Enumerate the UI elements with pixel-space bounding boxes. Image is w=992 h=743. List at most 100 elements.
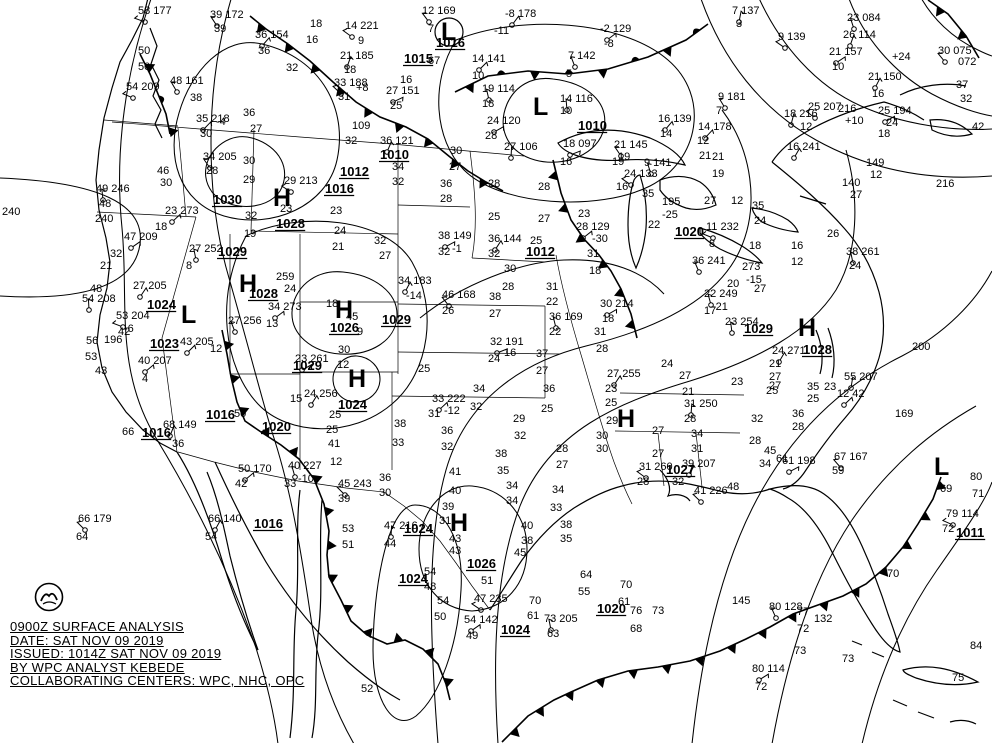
station-plot: 53 204	[116, 310, 150, 322]
station-circle-icon	[476, 67, 482, 73]
station-plot: 29	[243, 174, 255, 186]
station-plot: 22 249	[704, 288, 738, 300]
station-circle-icon	[773, 615, 779, 621]
station-circle-icon	[259, 43, 265, 49]
station-plot: 39	[338, 493, 350, 505]
wind-barb-icon	[342, 28, 351, 37]
wind-barb-icon	[173, 213, 182, 221]
wind-barb-icon	[280, 183, 290, 192]
front-marker-cold	[628, 669, 638, 680]
station-plot: 28	[749, 435, 761, 447]
border-path	[177, 451, 491, 611]
coastline-path	[892, 699, 908, 707]
station-plot: 39 172	[210, 9, 244, 21]
border-path	[96, 211, 197, 218]
coastline-path	[771, 161, 885, 490]
border-path	[103, 119, 179, 127]
station-circle-icon	[604, 37, 610, 43]
wind-barb-icon	[495, 239, 504, 249]
station-plot: 45	[514, 547, 526, 559]
station-plot: 47 216	[384, 520, 418, 532]
station-plot: 34	[506, 480, 518, 492]
front-marker-cold	[224, 340, 235, 351]
station-plot: 73	[652, 605, 664, 617]
station-plot: 30	[379, 487, 391, 499]
station-plot: 33 222	[432, 393, 466, 405]
wind-barb-icon	[738, 10, 745, 20]
station-circle-icon	[174, 89, 180, 95]
cold-front-line	[927, 0, 980, 59]
border-path	[614, 430, 741, 434]
coastline-path	[311, 499, 323, 739]
low-pressure-center: L	[533, 93, 548, 121]
pressure-value-label: 1012	[526, 244, 555, 259]
station-plot: 34	[473, 383, 485, 395]
wind-barb-icon	[146, 363, 155, 371]
station-plot: 36 241	[692, 255, 726, 267]
station-plot: 27	[679, 370, 691, 382]
station-circle-icon	[788, 122, 794, 128]
analysis-title-block: 0900Z SURFACE ANALYSIS DATE: SAT NOV 09 …	[10, 620, 304, 688]
station-plot: 24	[754, 215, 766, 227]
coastline-path	[899, 83, 967, 96]
station-plot: 38 149	[438, 230, 472, 242]
border-path	[657, 432, 665, 487]
station-plot: 25	[530, 235, 542, 247]
wind-barb-icon	[170, 424, 177, 435]
station-plot: 30	[243, 155, 255, 167]
station-plot: +24	[892, 51, 911, 63]
title-line-4: BY WPC ANALYST KEBEDE	[10, 659, 185, 675]
station-plot: 31	[546, 281, 558, 293]
high-pressure-center: H	[335, 296, 353, 324]
station-plot: 64	[76, 531, 88, 543]
station-circle-icon	[564, 107, 570, 113]
station-plot: 84	[970, 640, 982, 652]
wind-barb-icon	[850, 251, 855, 261]
station-plot: 15	[290, 393, 302, 405]
station-plot: 71	[972, 488, 984, 500]
station-plot: 64	[580, 569, 592, 581]
station-plot: 40 227	[288, 460, 322, 472]
station-plot: 73	[842, 653, 854, 665]
station-plot: 27	[769, 380, 781, 392]
wind-barb-icon	[620, 176, 630, 185]
station-circle-icon	[812, 115, 818, 121]
station-plot: 34	[552, 484, 564, 496]
station-plot: 35	[560, 533, 572, 545]
station-plot: 23	[824, 381, 836, 393]
station-plot: 27	[250, 123, 262, 135]
station-plot: 21 145	[614, 139, 648, 151]
front-marker-cold	[327, 540, 337, 551]
station-circle-icon	[729, 330, 735, 336]
pressure-value-label: 1024	[147, 297, 177, 312]
station-plot: 23	[731, 376, 743, 388]
station-plot: 36 121	[380, 135, 414, 147]
station-plot: 13	[266, 318, 278, 330]
station-plot: 36	[379, 472, 391, 484]
front-marker-cold	[509, 727, 520, 738]
front-marker-cold	[901, 540, 913, 550]
wind-barb-icon	[689, 463, 696, 474]
coastline-path	[659, 469, 691, 502]
wind-barb-icon	[440, 401, 449, 409]
station-plot: 12	[791, 256, 803, 268]
station-plot: 32 191	[490, 336, 524, 348]
front-marker-cold	[757, 628, 767, 640]
station-circle-icon	[702, 135, 708, 141]
station-plot: 80	[970, 471, 982, 483]
station-plot: 34	[506, 495, 518, 507]
station-plot: 27	[850, 189, 862, 201]
wind-barb-icon	[707, 293, 713, 303]
station-plot: 26 114	[843, 29, 876, 41]
isobar-path	[438, 23, 695, 203]
station-plot: 16	[791, 240, 803, 252]
station-plot: 38	[489, 291, 501, 303]
coastline-path	[176, 451, 259, 651]
front-marker-warm	[158, 95, 165, 104]
pressure-centers: L L L L H H H H H H H	[181, 17, 949, 537]
station-plot: 29	[606, 415, 618, 427]
station-plot: 21	[712, 151, 724, 163]
pressure-value-label: 1011	[956, 525, 984, 540]
station-plot: -12	[444, 405, 460, 417]
